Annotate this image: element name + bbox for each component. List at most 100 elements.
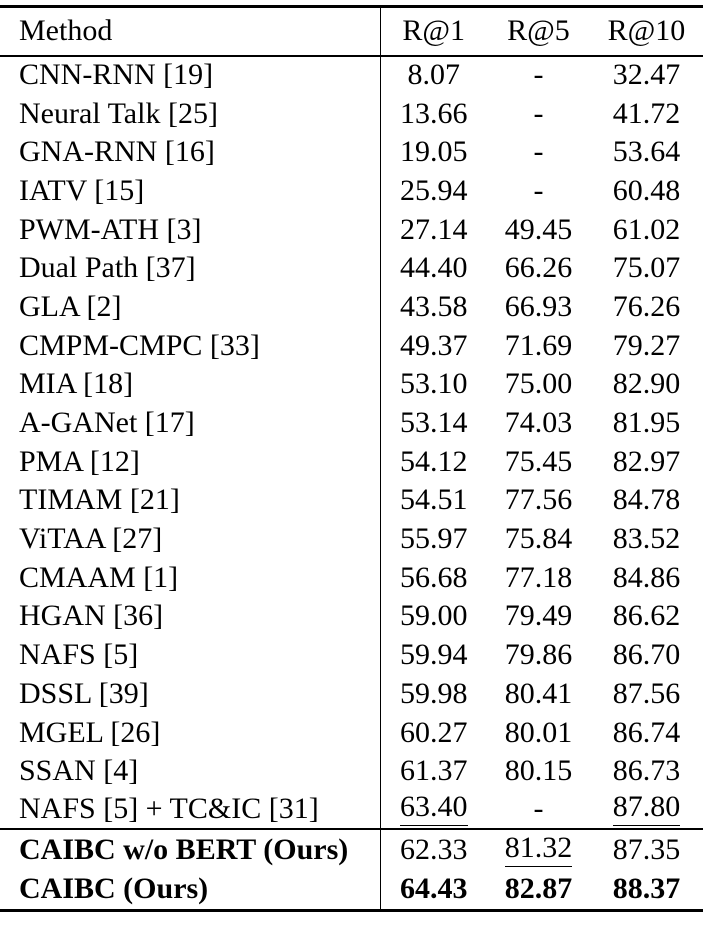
r5-cell: - [487, 133, 590, 172]
cell-value: 74.03 [504, 406, 573, 440]
method-cell: Dual Path [37] [19, 251, 196, 285]
r1-cell: 60.27 [379, 713, 487, 752]
r5-cell: - [487, 56, 590, 95]
cell-value: 87.80 [612, 792, 681, 827]
r1-cell: 13.66 [379, 94, 487, 133]
r10-cell: 88.37 [590, 870, 703, 911]
r10-cell: 61.02 [590, 210, 703, 249]
cell-value: 61.02 [612, 212, 681, 246]
method-cell: DSSL [39] [19, 676, 149, 710]
r5-cell: 77.56 [487, 481, 590, 520]
r1-cell: 63.40 [379, 790, 487, 830]
cell-value: 77.56 [504, 483, 573, 517]
method-cell: TIMAM [21] [19, 483, 180, 517]
r1-cell: 19.05 [379, 132, 487, 172]
cell-value: 19.05 [400, 135, 468, 169]
r1-cell: 44.40 [379, 248, 487, 288]
table-row: CNN-RNN [19] 8.07 - 32.47 [0, 55, 703, 95]
cell-value: 27.14 [400, 212, 468, 246]
cell-value: 56.68 [400, 560, 468, 594]
method-cell: CAIBC w/o BERT (Ours) [0, 828, 380, 870]
method-cell: HGAN [36] [19, 599, 164, 633]
r1-cell: 53.14 [379, 403, 487, 443]
cell-value: 49.37 [400, 328, 468, 362]
table-row: CMAAM [1] 56.68 77.18 84.86 [0, 558, 703, 598]
method-cell: PWM-ATH [3] [19, 212, 202, 246]
cell-value: 59.94 [400, 638, 468, 672]
cell-value: 80.01 [504, 715, 573, 749]
r10-cell: 87.80 [590, 791, 703, 830]
r10-cell: 82.97 [590, 442, 703, 481]
cell-value: 75.84 [504, 522, 573, 556]
results-table: Method R@1 R@5 R@10 CNN-RNN [19] 8.07 - 32.… [0, 5, 703, 912]
cell-value: 80.41 [504, 676, 573, 710]
r5-cell: 66.26 [487, 249, 590, 288]
r5-cell: 49.45 [487, 210, 590, 249]
cell-value: 87.56 [612, 676, 681, 710]
r1-cell: 54.12 [379, 442, 487, 482]
cell-value: 80.15 [504, 754, 573, 788]
table-row: NAFS [5] + TC&IC [31] 63.40 - 87.80 [0, 790, 703, 830]
r10-cell: 86.74 [590, 713, 703, 752]
table-row: A-GANet [17] 53.14 74.03 81.95 [0, 403, 703, 443]
table-row: CAIBC w/o BERT (Ours) 62.33 81.32 87.35 [0, 828, 703, 870]
cell-value: 54.51 [400, 483, 468, 517]
cell-value: 86.74 [612, 715, 681, 749]
cell-value: - [533, 58, 544, 92]
method-cell: CMPM-CMPC [33] [19, 328, 260, 362]
r5-cell: 75.00 [487, 365, 590, 404]
baselines-section: CNN-RNN [19] 8.07 - 32.47 Neural Talk [25] 13… [0, 55, 703, 830]
r5-cell: 74.03 [487, 404, 590, 443]
cell-value: 79.49 [504, 599, 573, 633]
method-cell: PMA [12] [19, 444, 140, 478]
cell-value: 79.27 [612, 328, 681, 362]
r5-cell: 80.01 [487, 713, 590, 752]
r5-cell: - [487, 94, 590, 133]
table-row: HGAN [36] 59.00 79.49 86.62 [0, 597, 703, 636]
cell-value: 81.95 [612, 406, 681, 440]
table-row: GNA-RNN [16] 19.05 - 53.64 [0, 132, 703, 172]
r5-cell: 80.15 [487, 752, 590, 791]
column-header-r10: R@10 [590, 6, 703, 57]
r5-cell: 75.45 [487, 442, 590, 481]
cell-value: 53.64 [612, 135, 681, 169]
cell-value: 8.07 [407, 58, 461, 92]
r10-cell: 86.73 [590, 752, 703, 791]
r1-cell: 64.43 [379, 869, 487, 911]
r5-cell: 79.86 [487, 636, 590, 675]
r1-cell: 59.94 [379, 635, 487, 675]
table-row: SSAN [4] 61.37 80.15 86.73 [0, 751, 703, 791]
cell-value: 63.40 [400, 792, 468, 827]
r5-cell: 81.32 [487, 828, 590, 870]
r1-cell: 53.10 [379, 365, 487, 404]
table-row: MIA [18] 53.10 75.00 82.90 [0, 365, 703, 404]
cell-value: 86.73 [612, 754, 681, 788]
table-row: CAIBC (Ours) 64.43 82.87 88.37 [0, 869, 703, 911]
r1-cell: 62.33 [379, 828, 487, 870]
cell-value: 54.12 [400, 444, 468, 478]
r10-cell: 83.52 [590, 520, 703, 559]
table-row: MGEL [26] 60.27 80.01 86.74 [0, 713, 703, 752]
method-cell: CAIBC (Ours) [19, 872, 209, 906]
method-cell: MIA [18] [19, 367, 134, 401]
method-cell: A-GANet [17] [19, 406, 195, 440]
r10-cell: 84.78 [590, 481, 703, 520]
cell-value: 75.45 [504, 444, 573, 478]
column-header-r1: R@1 [379, 6, 487, 57]
r10-cell: 41.72 [590, 94, 703, 133]
cell-value: 41.72 [612, 96, 681, 130]
cell-value: 55.97 [400, 522, 468, 556]
cell-value: 82.90 [612, 367, 681, 401]
cell-value: 79.86 [504, 638, 573, 672]
r5-cell: - [487, 791, 590, 830]
table-row: Neural Talk [25] 13.66 - 41.72 [0, 94, 703, 133]
cell-value: 62.33 [400, 833, 468, 866]
cell-value: 61.37 [400, 754, 468, 788]
r10-cell: 87.35 [590, 828, 703, 870]
cell-value: 25.94 [400, 173, 468, 207]
table-row: PMA [12] 54.12 75.45 82.97 [0, 442, 703, 482]
r10-cell: 79.27 [590, 326, 703, 365]
cell-value: 49.45 [504, 212, 573, 246]
table-row: TIMAM [21] 54.51 77.56 84.78 [0, 481, 703, 520]
